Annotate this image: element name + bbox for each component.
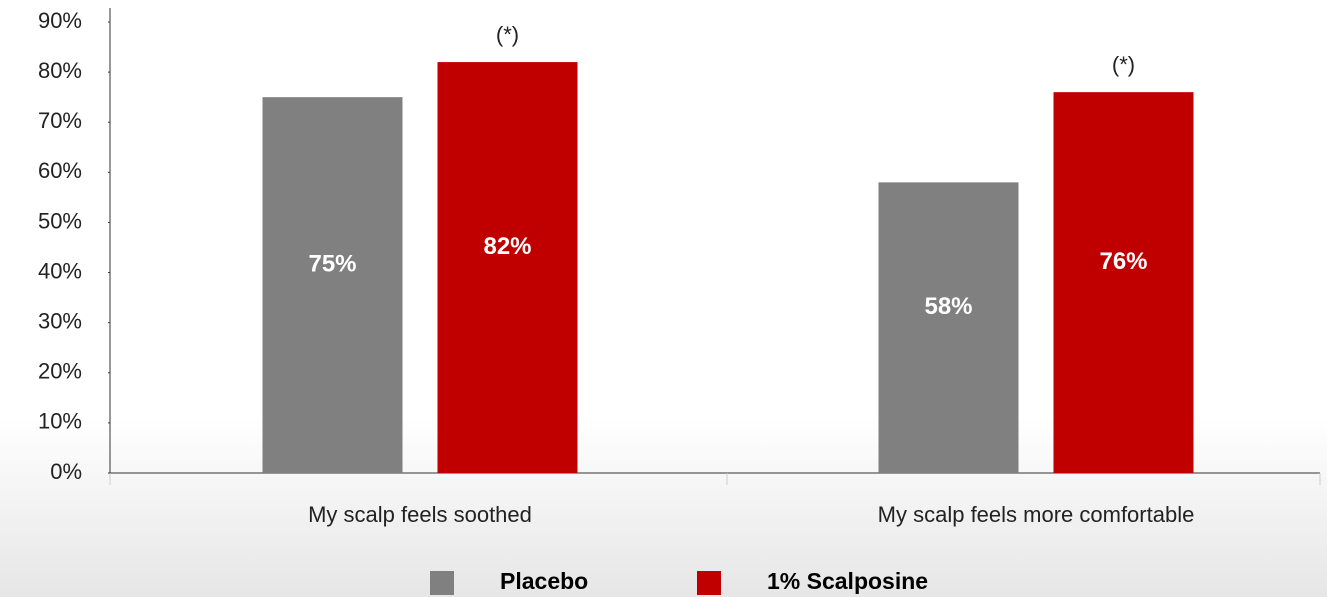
y-tick-label: 70% <box>38 108 82 133</box>
x-tick-label: My scalp feels more comfortable <box>878 502 1195 527</box>
annotation: (*) <box>1112 52 1135 77</box>
bar <box>437 62 578 473</box>
legend-swatch <box>697 571 721 595</box>
bar <box>878 182 1019 473</box>
y-tick-label: 60% <box>38 158 82 183</box>
bar <box>262 97 403 474</box>
y-tick-label: 30% <box>38 308 82 333</box>
bar <box>1053 92 1194 474</box>
y-tick-label: 0% <box>50 459 82 484</box>
value-label: 82% <box>483 233 531 260</box>
legend-label: Placebo <box>500 568 588 594</box>
y-tick-label: 40% <box>38 258 82 283</box>
x-tick-label: My scalp feels soothed <box>308 502 532 527</box>
value-label: 76% <box>1099 248 1147 275</box>
value-label: 58% <box>924 293 972 320</box>
legend-label: 1% Scalposine <box>767 568 928 594</box>
annotation: (*) <box>496 22 519 47</box>
value-label: 75% <box>308 250 356 277</box>
y-tick-label: 80% <box>38 58 82 83</box>
y-tick-label: 10% <box>38 409 82 434</box>
y-tick-label: 50% <box>38 208 82 233</box>
legend-swatch <box>430 571 454 595</box>
y-tick-label: 20% <box>38 359 82 384</box>
y-tick-label: 90% <box>38 8 82 33</box>
